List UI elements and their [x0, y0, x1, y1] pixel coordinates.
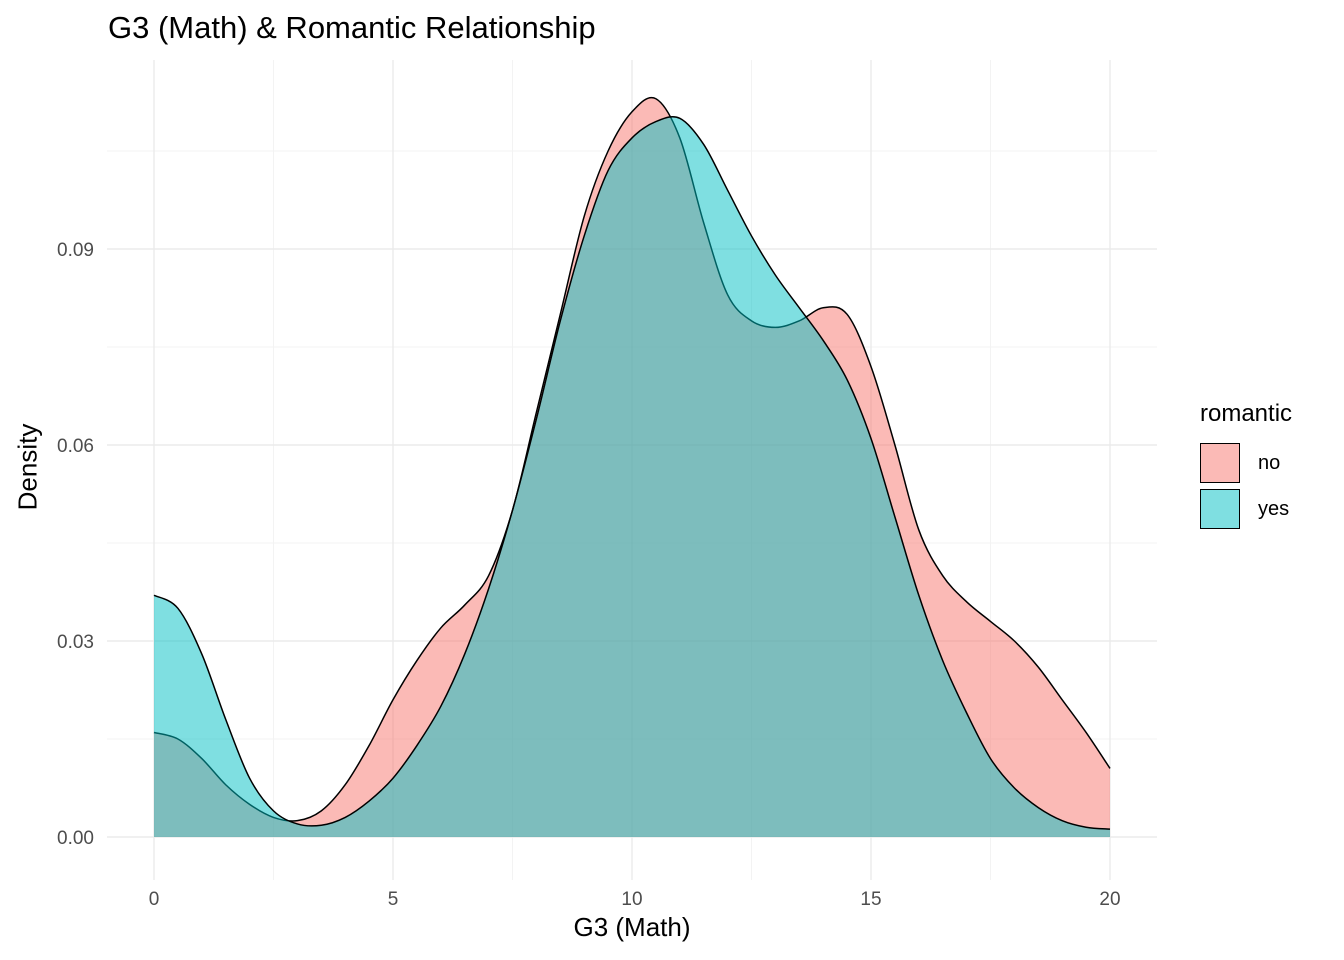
legend: romantic no yes: [1200, 400, 1292, 532]
y-axis-title: Density: [12, 423, 43, 511]
y-tick-label: 0.03: [57, 632, 94, 653]
y-tick-label: 0.06: [57, 436, 94, 457]
density-area-yes: [154, 116, 1110, 837]
density-areas: [153, 96, 1111, 837]
legend-item-yes: yes: [1200, 486, 1292, 532]
legend-title: romantic: [1200, 400, 1293, 427]
chart-title: G3 (Math) & Romantic Relationship: [108, 10, 596, 45]
x-tick-labels: 0 5 10 15 20: [149, 889, 1121, 910]
x-tick-label: 10: [621, 889, 642, 910]
x-tick-label: 0: [149, 889, 160, 910]
x-tick-label: 5: [388, 889, 399, 910]
x-tick-label: 15: [860, 889, 881, 910]
density-line-no: [153, 96, 1111, 822]
legend-key-no: [1200, 443, 1240, 483]
legend-items: no yes: [1200, 440, 1292, 532]
y-tick-label: 0.09: [57, 240, 94, 261]
y-tick-labels: 0.00 0.03 0.06 0.09: [57, 240, 94, 849]
legend-key-yes: [1200, 489, 1240, 529]
x-tick-label: 20: [1099, 889, 1120, 910]
legend-item-no: no: [1200, 440, 1292, 486]
x-axis-title: G3 (Math): [573, 912, 691, 942]
y-tick-label: 0.00: [57, 828, 94, 849]
legend-label-yes: yes: [1258, 497, 1290, 520]
legend-label-no: no: [1258, 451, 1281, 474]
density-line-yes: [153, 116, 1111, 830]
